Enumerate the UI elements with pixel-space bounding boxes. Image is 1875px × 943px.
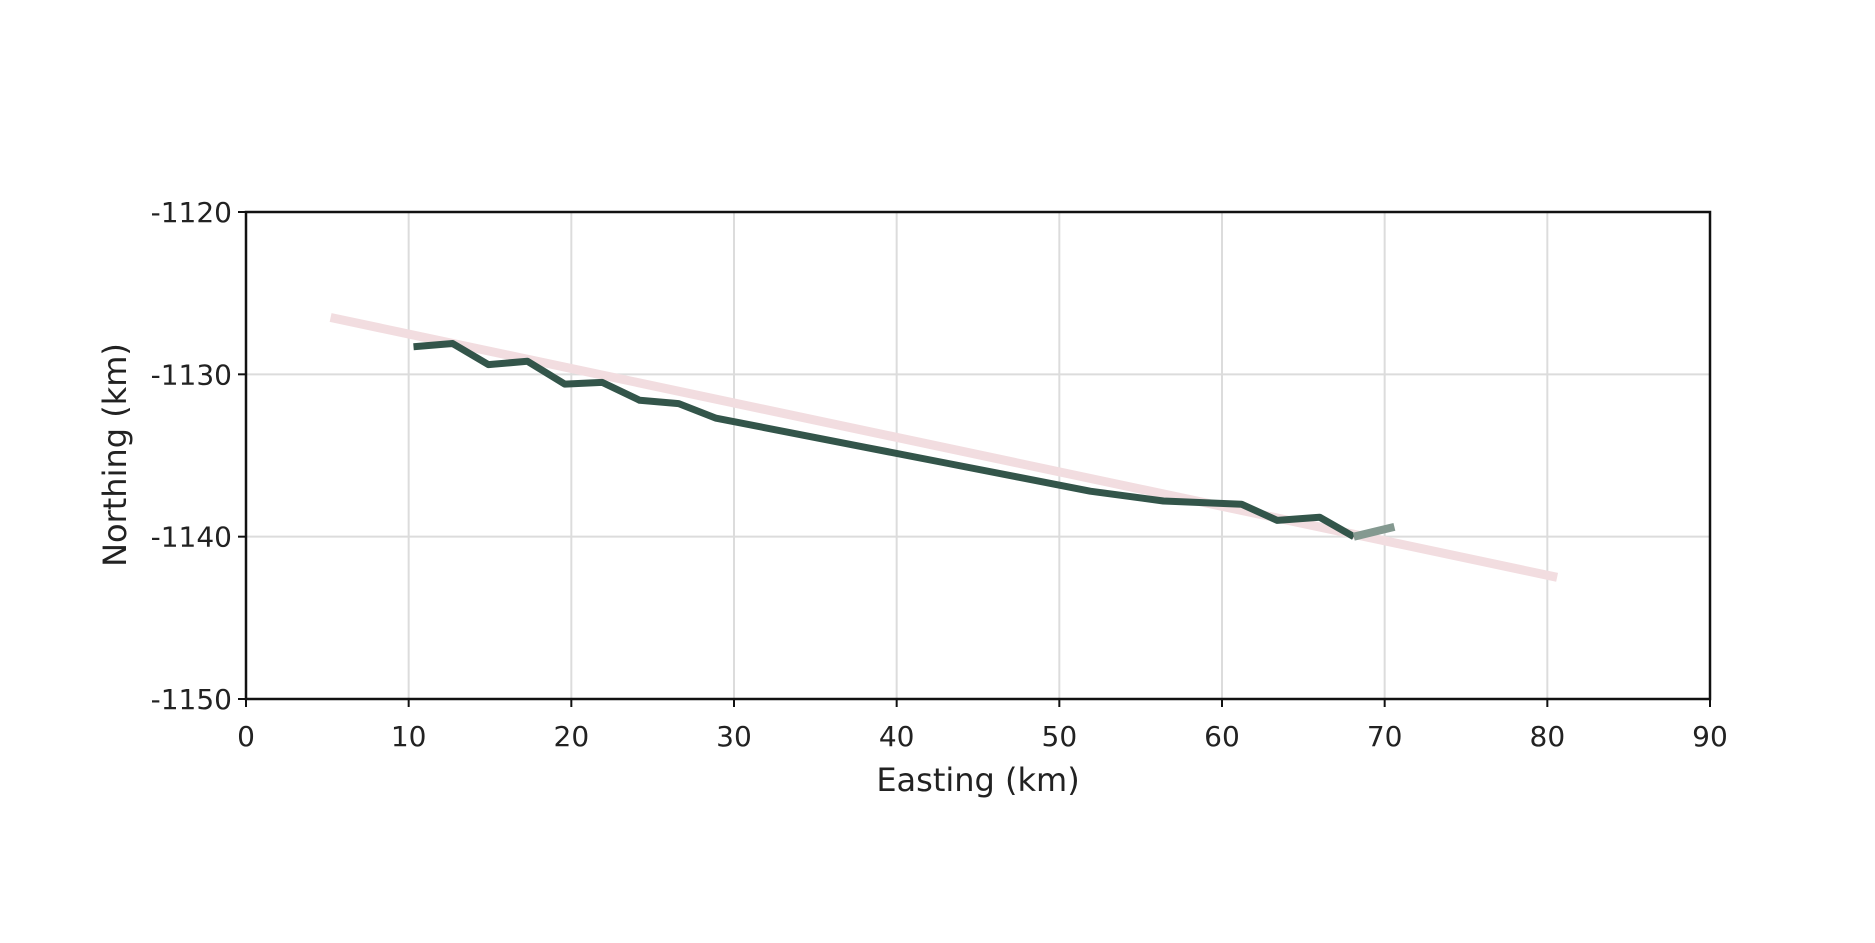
tick-layer: 0 10 20 30 40 50 60 70 80 90 -1150 -1140 -1130 -1120 [151, 196, 1728, 753]
y-axis-title: Northing (km) [96, 343, 134, 567]
y-tick-label: -1140 [151, 521, 232, 554]
series-line-main-track [413, 340, 1356, 540]
y-tick-label: -1150 [151, 683, 232, 716]
x-tick-label: 30 [716, 720, 752, 753]
x-tick-label: 70 [1367, 720, 1403, 753]
x-tick-label: 40 [879, 720, 915, 753]
x-tick-label: 10 [391, 720, 427, 753]
series-line-background-trend [329, 313, 1559, 582]
x-axis-title: Easting (km) [876, 761, 1079, 799]
x-tick-label: 80 [1530, 720, 1566, 753]
x-tick-label: 0 [237, 720, 255, 753]
x-tick-label: 60 [1204, 720, 1240, 753]
y-tick-label: -1130 [151, 358, 232, 391]
x-tick-label: 20 [554, 720, 590, 753]
series-layer [329, 313, 1559, 582]
grid-layer [246, 212, 1710, 699]
x-tick-label: 90 [1692, 720, 1728, 753]
series-line-track-extension [1352, 523, 1396, 541]
plot-frame [244, 210, 1712, 701]
x-tick-label: 50 [1042, 720, 1078, 753]
y-tick-label: -1120 [151, 196, 232, 229]
frame-layer [244, 210, 1712, 701]
